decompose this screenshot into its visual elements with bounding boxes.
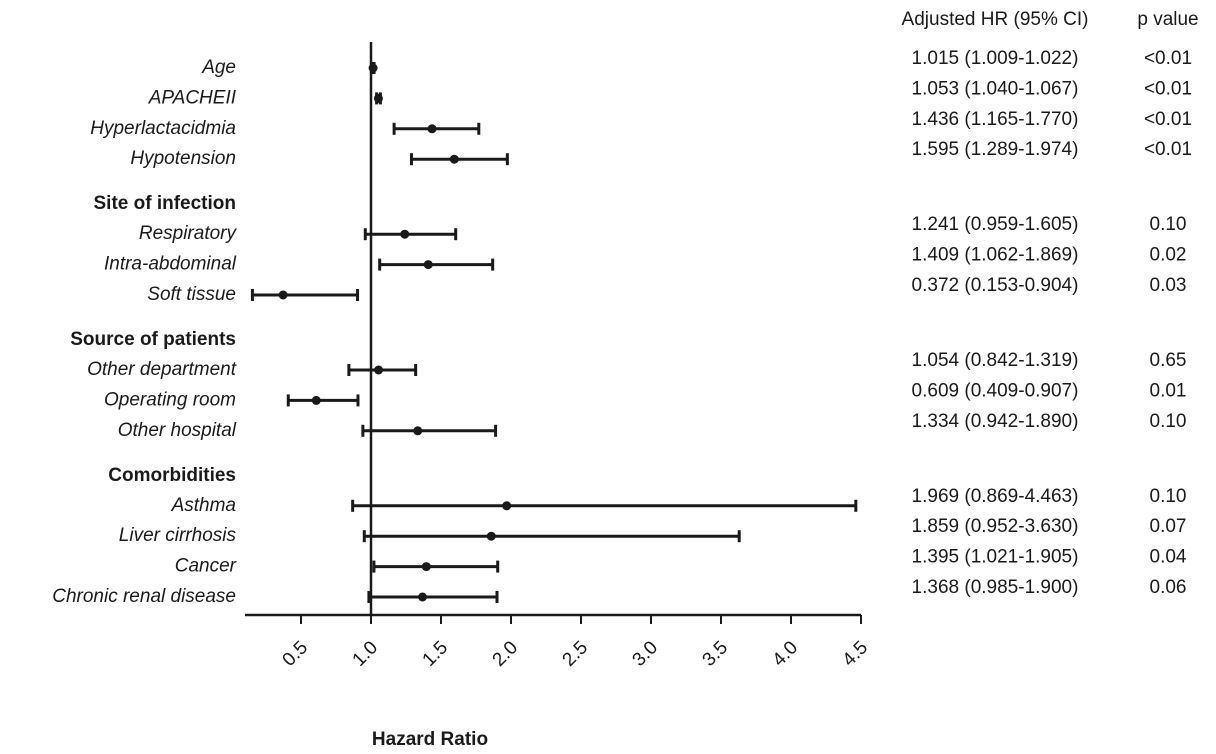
- hr-point: [421, 562, 431, 572]
- x-tick-label: 3.0: [629, 637, 663, 671]
- hr-point: [486, 531, 496, 541]
- row-label: APACHEII: [148, 87, 237, 108]
- x-tick-label: 4.0: [769, 637, 803, 671]
- ci-text: 1.969 (0.869-4.463): [912, 486, 1079, 507]
- hr-point: [423, 260, 433, 270]
- ci-text: 1.053 (1.040-1.067): [912, 78, 1079, 99]
- p-value: 0.04: [1150, 547, 1187, 568]
- row-label: Intra-abdominal: [104, 254, 237, 275]
- row-label: Cancer: [175, 556, 237, 577]
- ci-text: 1.368 (0.985-1.900): [912, 577, 1079, 598]
- hr-point: [502, 501, 512, 511]
- p-value: <0.01: [1144, 139, 1192, 160]
- ci-text: 1.334 (0.942-1.890): [912, 411, 1079, 432]
- row-label: Hyperlactacidmia: [90, 118, 236, 139]
- row-label: Asthma: [171, 495, 236, 516]
- p-value: <0.01: [1144, 48, 1192, 69]
- hr-point: [373, 93, 383, 103]
- section-header: Comorbidities: [108, 465, 236, 486]
- ci-text: 1.436 (1.165-1.770): [912, 109, 1079, 130]
- x-axis-label: Hazard Ratio: [372, 729, 488, 750]
- x-tick-label: 2.0: [489, 637, 523, 671]
- p-value: 0.10: [1150, 214, 1187, 235]
- p-value: <0.01: [1144, 109, 1192, 130]
- row-label: Chronic renal disease: [52, 586, 236, 607]
- p-value: 0.10: [1150, 486, 1187, 507]
- ci-text: 0.372 (0.153-0.904): [912, 275, 1079, 296]
- section-header: Site of infection: [94, 193, 237, 214]
- row-label: Hypotension: [130, 148, 236, 169]
- hr-point: [449, 154, 459, 164]
- x-tick-label: 1.5: [419, 637, 453, 671]
- p-value: 0.01: [1150, 380, 1187, 401]
- hr-point: [400, 229, 410, 239]
- hr-point: [278, 290, 288, 300]
- hr-point: [413, 426, 423, 436]
- ci-text: 1.859 (0.952-3.630): [912, 516, 1079, 537]
- p-value: 0.10: [1150, 411, 1187, 432]
- p-value: 0.06: [1150, 577, 1187, 598]
- hr-point: [427, 124, 437, 134]
- hr-point: [418, 592, 428, 602]
- column-header: p value: [1137, 9, 1198, 30]
- row-label: Age: [201, 57, 236, 78]
- hr-point: [374, 365, 384, 375]
- p-value: 0.65: [1150, 350, 1187, 371]
- ci-text: 0.609 (0.409-0.907): [912, 380, 1079, 401]
- x-tick-label: 2.5: [559, 637, 593, 671]
- p-value: <0.01: [1144, 78, 1192, 99]
- ci-text: 1.409 (1.062-1.869): [912, 245, 1079, 266]
- column-header: Adjusted HR (95% CI): [902, 9, 1089, 30]
- ci-text: 1.241 (0.959-1.605): [912, 214, 1079, 235]
- section-header: Source of patients: [70, 329, 236, 350]
- ci-text: 1.595 (1.289-1.974): [912, 139, 1079, 160]
- ci-text: 1.015 (1.009-1.022): [912, 48, 1079, 69]
- ci-text: 1.054 (0.842-1.319): [912, 350, 1079, 371]
- row-label: Operating room: [104, 389, 236, 410]
- p-value: 0.02: [1150, 245, 1187, 266]
- row-label: Other hospital: [118, 420, 237, 441]
- row-label: Liver cirrhosis: [119, 525, 237, 546]
- p-value: 0.03: [1150, 275, 1187, 296]
- row-label: Respiratory: [139, 223, 238, 244]
- x-tick-label: 1.0: [349, 637, 383, 671]
- row-label: Soft tissue: [147, 284, 236, 305]
- ci-text: 1.395 (1.021-1.905): [912, 547, 1079, 568]
- x-tick-label: 3.5: [699, 637, 733, 671]
- x-tick-label: 0.5: [279, 637, 313, 671]
- x-tick-label: 4.5: [839, 637, 873, 671]
- row-label: Other department: [87, 359, 237, 380]
- p-value: 0.07: [1150, 516, 1187, 537]
- hr-point: [311, 395, 321, 405]
- hr-point: [368, 63, 378, 73]
